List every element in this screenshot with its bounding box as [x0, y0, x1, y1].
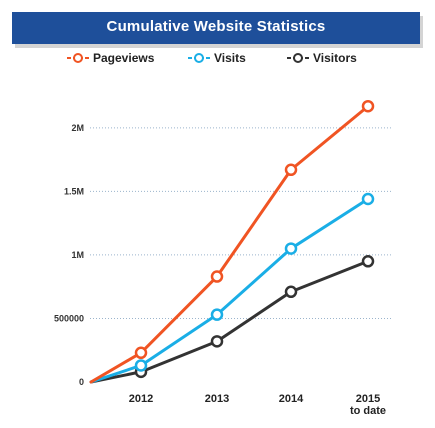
chart-title: Cumulative Website Statistics: [106, 18, 326, 35]
data-point-visitors: [210, 335, 224, 348]
circle-line-marker-icon: [188, 53, 210, 63]
data-point-visits: [361, 192, 375, 206]
y-tick-label: 0: [79, 377, 84, 387]
data-point-visits: [284, 242, 298, 255]
series-line-visitors: [89, 259, 370, 384]
legend-label-visitors: Visitors: [313, 51, 357, 65]
data-point-visits: [210, 308, 224, 321]
series-line-pageviews: [89, 104, 370, 384]
legend-item-visits[interactable]: Visits: [187, 51, 246, 65]
legend-item-pageviews[interactable]: Pageviews: [66, 51, 154, 65]
x-tick-sublabel: to date: [350, 405, 386, 417]
legend-label-pageviews: Pageviews: [93, 51, 155, 65]
data-point-pageviews: [134, 346, 148, 360]
x-tick-label: 2015: [356, 393, 380, 405]
y-tick-label: 500000: [54, 313, 84, 323]
legend-item-visitors[interactable]: Visitors: [286, 51, 357, 65]
circle-line-marker-icon: [67, 53, 89, 63]
x-tick-label: 2013: [205, 393, 229, 405]
data-point-pageviews: [361, 99, 375, 113]
legend-label-visits: Visits: [214, 51, 246, 65]
circle-line-marker-icon: [287, 53, 309, 63]
chart-legend: Pageviews Visits Visitors: [0, 51, 435, 73]
legend-marker-visits: [194, 53, 204, 63]
x-tick-label: 2012: [129, 393, 153, 405]
data-point-visits: [134, 359, 148, 372]
legend-marker-visitors: [293, 53, 303, 63]
data-point-visitors: [284, 285, 298, 299]
legend-marker-pageviews: [73, 53, 83, 63]
chart-title-bar: Cumulative Website Statistics: [12, 12, 420, 44]
x-tick-label: 2014: [279, 393, 304, 405]
data-point-visitors: [361, 255, 375, 268]
data-point-pageviews: [284, 163, 298, 177]
y-tick-label: 1M: [71, 250, 84, 260]
y-tick-label: 1.5M: [64, 186, 84, 196]
y-tick-label: 2M: [71, 123, 84, 133]
series-line-visits: [89, 197, 370, 384]
data-point-pageviews: [210, 270, 224, 283]
